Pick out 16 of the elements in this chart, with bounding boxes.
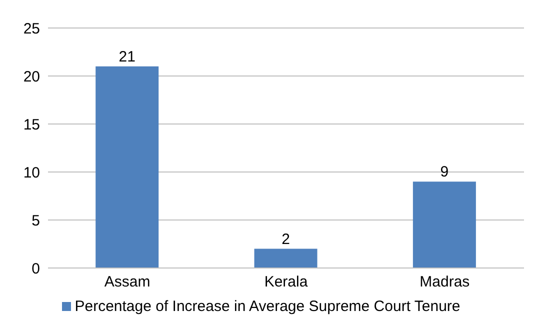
x-tick-label: Madras bbox=[420, 274, 470, 291]
data-label: 2 bbox=[282, 230, 290, 248]
data-label: 21 bbox=[118, 48, 136, 66]
y-tick-label: 15 bbox=[23, 116, 40, 134]
y-tick-label: 0 bbox=[32, 260, 40, 278]
y-tick-label: 20 bbox=[23, 68, 40, 86]
y-tick-label: 5 bbox=[32, 212, 40, 230]
y-tick-label: 10 bbox=[23, 164, 40, 182]
y-tick-label: 25 bbox=[23, 20, 40, 38]
x-tick-label: Assam bbox=[104, 274, 150, 291]
x-tick-label: Kerala bbox=[264, 274, 308, 291]
bar bbox=[254, 248, 318, 268]
bar bbox=[96, 66, 159, 268]
legend-label: Percentage of Increase in Average Supreme Court Tenure bbox=[74, 298, 460, 315]
data-label: 9 bbox=[440, 164, 449, 181]
bar bbox=[412, 182, 476, 268]
